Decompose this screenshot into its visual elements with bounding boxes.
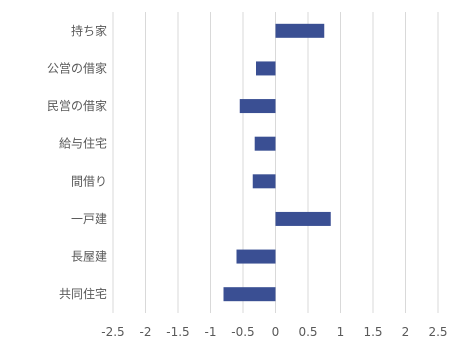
bar	[254, 136, 276, 151]
bar	[236, 249, 276, 264]
x-tick-label: 0.5	[298, 325, 317, 339]
category-label: 持ち家	[71, 23, 107, 38]
x-tick-label: 2	[402, 325, 410, 339]
x-tick-label: 2.5	[428, 325, 447, 339]
x-tick-label: -2.5	[101, 325, 124, 339]
x-tick-label: 0	[272, 325, 280, 339]
x-tick-label: 1	[337, 325, 345, 339]
bar	[275, 211, 331, 226]
category-label: 民営の借家	[47, 98, 107, 113]
grid-lines	[112, 12, 439, 313]
x-tick-label: -1	[205, 325, 217, 339]
x-tick-label: -2	[140, 325, 152, 339]
category-label: 一戸建	[71, 212, 107, 226]
bar	[239, 99, 276, 114]
category-label: 給与住宅	[59, 136, 107, 151]
bar	[256, 61, 276, 76]
bar	[223, 287, 276, 302]
x-tick-label: 1.5	[363, 325, 382, 339]
category-label: 長屋建	[71, 250, 107, 264]
bars	[223, 23, 331, 302]
x-axis-tick-labels: -2.5 -2 -1.5 -1 -0.5 0 0.5 1 1.5 2 2.5	[101, 325, 447, 339]
category-label: 公営の借家	[47, 60, 107, 75]
x-tick-label: -0.5	[231, 325, 254, 339]
category-label: 共同住宅	[59, 286, 107, 301]
x-tick-label: -1.5	[166, 325, 189, 339]
bar	[275, 23, 325, 38]
bar	[252, 174, 276, 189]
category-label: 間借り	[71, 174, 107, 188]
